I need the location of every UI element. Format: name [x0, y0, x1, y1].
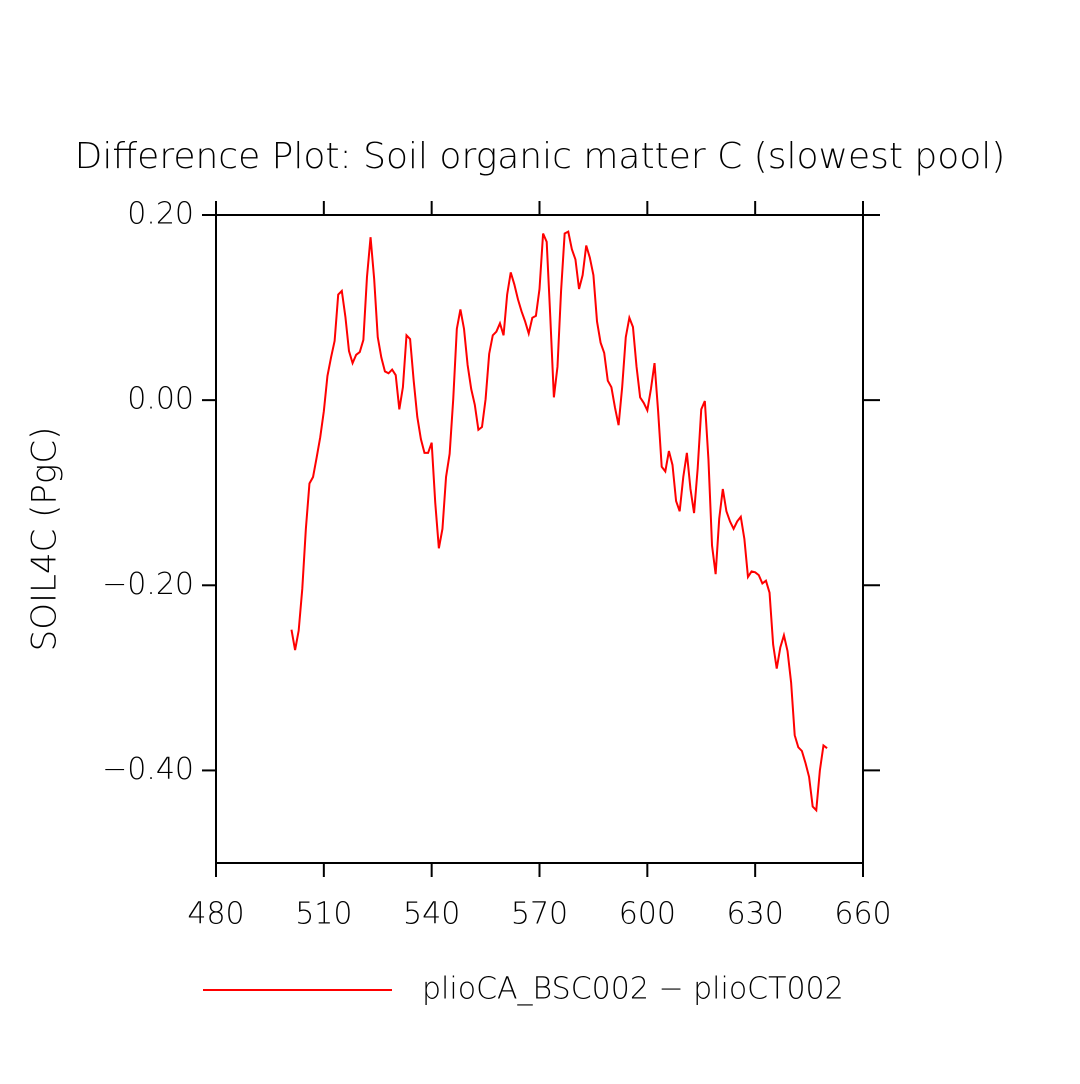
- y-axis-label: SOIL4C (PgC): [25, 427, 65, 652]
- y-tick-label: 0.20: [127, 197, 194, 232]
- x-tick-label: 660: [834, 897, 891, 932]
- y-tick-label: −0.40: [102, 752, 194, 787]
- y-tick-label: 0.00: [127, 382, 194, 417]
- legend-label: plioCA_BSC002 − plioCT002: [422, 972, 844, 1007]
- x-tick-label: 630: [727, 897, 784, 932]
- x-tick-label: 570: [511, 897, 568, 932]
- x-tick-label: 510: [295, 897, 352, 932]
- chart-title: Difference Plot: Soil organic matter C (…: [75, 136, 1006, 177]
- x-tick-label: 480: [187, 897, 244, 932]
- y-tick-label: −0.20: [102, 567, 194, 602]
- x-tick-label: 600: [619, 897, 676, 932]
- x-tick-label: 540: [403, 897, 460, 932]
- plot-frame: [215, 214, 864, 864]
- data-line: [290, 230, 828, 813]
